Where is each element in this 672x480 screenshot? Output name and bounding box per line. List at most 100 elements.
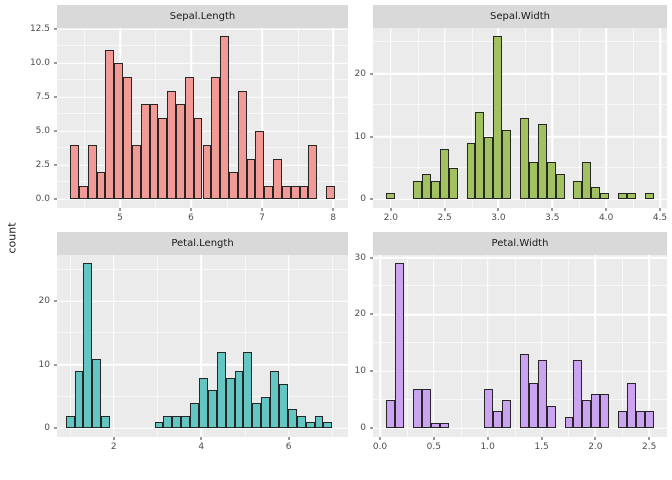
histogram-bar [502,130,512,200]
histogram-bar [216,352,226,429]
histogram-bar [264,185,274,200]
histogram-bar [493,411,503,429]
facet-strip: Sepal.Width [373,5,667,28]
histogram-bar [211,77,221,200]
x-tick-mark [605,208,607,211]
histogram-bar [270,371,279,429]
histogram-bar [448,168,458,200]
major-gridline-x [605,28,607,208]
histogram-bar [582,161,592,200]
facet-strip: Petal.Width [373,232,667,255]
y-tick-label: 10 [38,359,50,370]
histogram-bar [591,186,601,200]
x-tick-label: 7 [259,213,265,223]
y-axis-title: count [5,222,19,254]
histogram-bar [520,354,529,429]
y-tick-label: 0 [360,423,366,434]
x-tick-label: 3.5 [545,213,560,223]
histogram-bar [413,388,422,429]
histogram-bar [537,360,547,429]
minor-gridline-x [514,255,516,437]
minor-gridline-x [417,28,419,208]
x-tick-mark [648,437,650,440]
major-gridline-x [659,28,661,208]
histogram-bar [421,388,431,429]
y-tick-label: 0.0 [35,194,50,205]
histogram-bar [163,415,173,429]
x-tick-mark [332,208,334,211]
x-tick-mark [497,208,499,211]
histogram-bar [296,415,306,429]
histogram-bar [299,185,309,200]
facet-title: Sepal.Length [169,11,236,22]
y-tick-mark [54,164,57,166]
major-gridline-y [57,300,348,303]
histogram-bar [413,180,422,200]
x-tick-mark [487,437,489,440]
histogram-bar [528,382,538,429]
x-tick-label: 4.5 [652,213,668,223]
histogram-bar [154,422,164,429]
y-tick-label: 12.5 [29,24,50,35]
histogram-bar [149,104,159,200]
major-gridline-y [57,364,348,366]
x-tick-mark [379,437,381,440]
y-tick-mark [54,427,57,429]
histogram-bar [158,117,168,200]
facet-strip: Petal.Length [57,232,348,255]
y-tick-label: 10.0 [29,58,50,69]
facet-panel [373,28,667,208]
histogram-bar [305,422,315,429]
facet-panel [373,255,667,437]
x-tick-label: 6 [188,213,194,223]
x-tick-label: 1.5 [534,442,549,452]
histogram-bar [172,415,182,429]
facet-petal-length: Petal.Length 0 10 20 2 4 6 [39,232,348,452]
minor-gridline-x [579,28,581,208]
major-gridline-x [261,28,263,208]
y-tick-mark [370,257,373,259]
histogram-bar [537,124,547,200]
major-gridline-y [57,130,348,133]
minor-gridline-x [471,28,473,208]
minor-gridline-x [244,255,246,437]
major-gridline-y [57,96,348,99]
y-tick-label: 0 [360,194,366,205]
histogram-bar [546,405,556,429]
histogram-bar [386,193,396,200]
histogram-bar [181,415,191,429]
histogram-bar [255,131,265,200]
facet-sepal-width: Sepal.Width 0 10 20 2.0 2.5 3.0 3.5 4.0 4.5 [355,5,667,223]
histogram-bar [528,161,538,200]
x-tick-label: 2.0 [588,442,603,452]
histogram-bar [644,193,654,200]
histogram-bar [573,180,583,200]
minor-gridline-y [57,113,348,115]
facet-title: Petal.Length [171,238,234,249]
y-tick-mark [370,73,373,75]
histogram-bar [430,422,440,429]
histogram-bar [273,158,282,200]
histogram-bar [475,111,485,200]
histogram-bar [246,158,256,200]
histogram-bar [167,90,177,200]
x-tick-label: 2.5 [642,442,657,452]
facet-petal-width: Petal.Width 0 10 20 30 0.0 0.5 1.0 1.5 2.0 2.5 [355,232,667,452]
x-tick-mark [288,437,290,440]
y-tick-mark [54,198,57,200]
y-tick-mark [54,62,57,64]
histogram-bar [140,104,150,200]
major-gridline-y [57,62,348,65]
major-gridline-x [113,255,115,437]
y-tick-label: 20 [38,296,50,307]
major-gridline-y [373,256,667,259]
major-gridline-x [433,255,435,437]
facet-sepal-length: Sepal.Length 0.0 2.5 5.0 7.5 10.0 12.5 5 6 7 8 [30,5,348,223]
minor-gridline-x [460,255,462,437]
histogram-bar [502,399,512,429]
histogram-bar [228,172,238,200]
minor-gridline-x [157,255,159,437]
y-tick-label: 10 [354,131,366,142]
y-tick-mark [370,313,373,315]
major-gridline-x [389,28,392,208]
